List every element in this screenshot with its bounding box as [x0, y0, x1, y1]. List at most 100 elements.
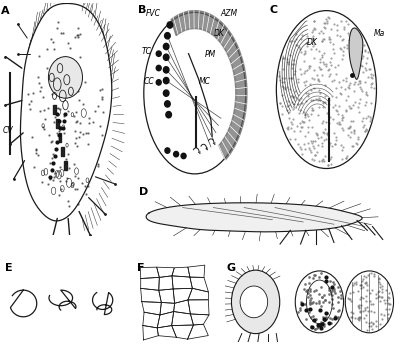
Point [368, 81, 375, 87]
Point [66, 204, 73, 209]
Point [41, 126, 47, 131]
Point [316, 274, 322, 279]
Point [361, 315, 367, 321]
Point [344, 45, 350, 51]
Point [322, 64, 329, 69]
Point [341, 24, 348, 30]
Point [322, 317, 328, 323]
Point [280, 66, 286, 72]
Point [375, 279, 382, 284]
Point [326, 73, 332, 79]
Point [44, 65, 50, 70]
Point [320, 100, 326, 105]
Point [72, 34, 78, 39]
Point [63, 157, 69, 162]
Point [39, 179, 46, 185]
Point [100, 109, 106, 115]
Point [351, 315, 358, 321]
Point [323, 16, 329, 22]
Point [322, 316, 329, 322]
Point [301, 119, 307, 125]
Point [310, 299, 316, 305]
Ellipse shape [156, 65, 161, 71]
Point [321, 137, 327, 142]
Point [383, 287, 389, 293]
Point [298, 301, 305, 307]
Point [333, 85, 339, 91]
Point [322, 297, 329, 303]
Point [373, 292, 379, 297]
Point [346, 125, 352, 131]
Point [350, 289, 356, 295]
Point [327, 315, 334, 321]
Point [298, 95, 304, 100]
Point [317, 322, 323, 328]
Point [57, 107, 64, 112]
Point [294, 123, 300, 129]
Point [371, 273, 377, 279]
Point [332, 102, 338, 108]
Ellipse shape [165, 32, 170, 39]
Point [313, 287, 320, 293]
Point [302, 317, 309, 322]
Point [313, 317, 320, 322]
Point [33, 150, 40, 155]
Point [54, 26, 60, 31]
Polygon shape [349, 28, 363, 79]
Point [316, 98, 323, 103]
Point [44, 46, 51, 51]
Point [318, 120, 325, 126]
Point [312, 130, 319, 136]
Point [303, 98, 309, 104]
Point [333, 108, 340, 114]
Point [330, 21, 337, 27]
Point [60, 63, 66, 69]
Point [303, 307, 310, 313]
Point [335, 111, 341, 117]
Point [308, 124, 315, 129]
Point [304, 113, 311, 119]
Point [85, 141, 91, 147]
Point [299, 100, 305, 105]
Point [326, 287, 332, 293]
Point [307, 297, 313, 303]
Point [354, 71, 360, 77]
Point [310, 97, 316, 102]
Point [293, 31, 300, 37]
Point [335, 314, 342, 319]
Point [359, 53, 366, 58]
Point [381, 297, 387, 303]
Point [308, 324, 315, 330]
Point [319, 52, 326, 58]
Point [315, 98, 322, 103]
Point [311, 41, 318, 47]
Point [322, 297, 328, 303]
Point [347, 134, 353, 139]
Point [322, 153, 328, 159]
Point [336, 80, 342, 85]
Point [338, 142, 344, 148]
Point [38, 84, 44, 90]
Ellipse shape [240, 286, 268, 318]
Text: D: D [139, 187, 148, 197]
Point [311, 37, 318, 42]
Point [302, 50, 308, 56]
Point [76, 135, 83, 140]
Point [305, 125, 312, 130]
Point [377, 298, 383, 303]
Point [339, 112, 345, 118]
Text: CC: CC [144, 77, 154, 86]
Point [377, 284, 384, 289]
Point [282, 86, 288, 91]
Point [361, 79, 368, 85]
Point [318, 295, 325, 300]
Point [289, 121, 295, 126]
Point [85, 183, 91, 188]
Point [376, 293, 382, 298]
Point [330, 117, 336, 122]
Point [350, 310, 356, 316]
Point [280, 84, 287, 89]
Point [361, 66, 368, 71]
Point [320, 299, 326, 305]
Point [306, 118, 312, 123]
